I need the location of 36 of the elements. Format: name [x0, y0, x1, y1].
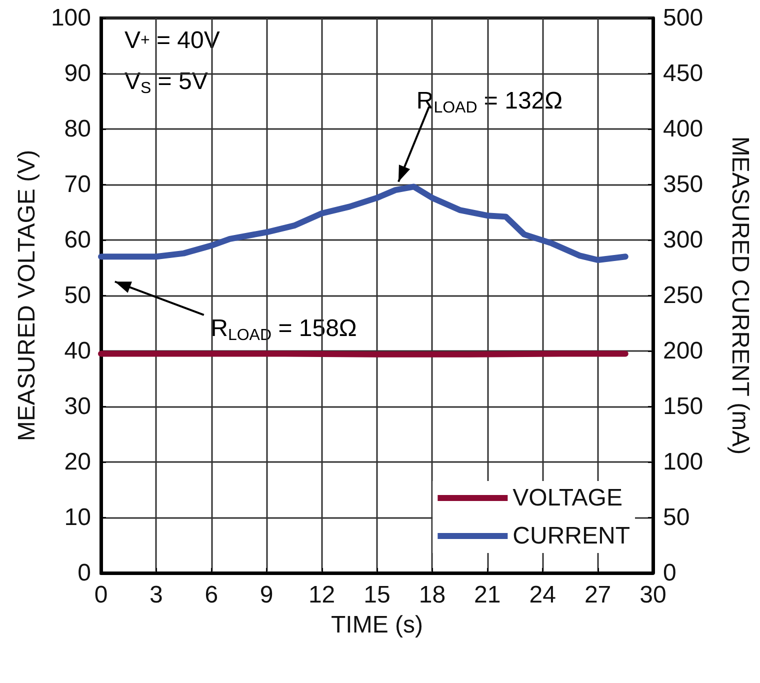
y2-tick-label: 500	[663, 4, 704, 32]
y2-tick-label: 200	[663, 338, 704, 364]
x-axis-title: TIME (s)	[331, 612, 423, 638]
y-tick-label: 40	[64, 338, 91, 364]
x-tick-label: 24	[529, 582, 556, 608]
y-axis-title: MEASURED VOLTAGE (V)	[14, 150, 40, 442]
y-tick-label: 0	[78, 560, 91, 586]
y2-tick-label: 400	[663, 116, 704, 142]
x-tick-label: 27	[584, 582, 612, 608]
y-tick-label: 50	[64, 282, 91, 309]
y-tick-label: 90	[64, 60, 91, 87]
y-tick-label: 20	[64, 448, 91, 476]
y2-axis-title: MEASURED CURRENT (mA)	[726, 136, 754, 455]
y2-tick-label: 300	[663, 226, 704, 254]
x-tick-label: 18	[418, 582, 446, 608]
legend-label: VOLTAGE	[512, 484, 622, 512]
y-tick-label: 80	[64, 116, 91, 142]
legend-label: CURRENT	[512, 522, 630, 550]
x-tick-label: 0	[94, 582, 108, 608]
y2-tick-label: 450	[663, 60, 704, 87]
y-tick-label: 30	[64, 393, 91, 420]
y-tick-label: 100	[50, 4, 91, 32]
y2-tick-label: 50	[663, 504, 690, 531]
x-tick-label: 9	[260, 582, 274, 608]
x-tick-label: 6	[204, 582, 218, 608]
y2-tick-label: 150	[663, 393, 704, 420]
y2-tick-label: 100	[663, 448, 704, 476]
x-tick-label: 15	[364, 582, 390, 608]
x-tick-label: 21	[474, 582, 501, 608]
y-tick-label: 10	[64, 504, 91, 531]
y-tick-label: 70	[64, 171, 91, 198]
y2-tick-label: 350	[663, 171, 704, 198]
x-tick-label: 3	[150, 582, 163, 608]
x-tick-label: 12	[308, 582, 336, 608]
y2-tick-label: 250	[663, 282, 704, 309]
y-tick-label: 60	[64, 226, 91, 254]
